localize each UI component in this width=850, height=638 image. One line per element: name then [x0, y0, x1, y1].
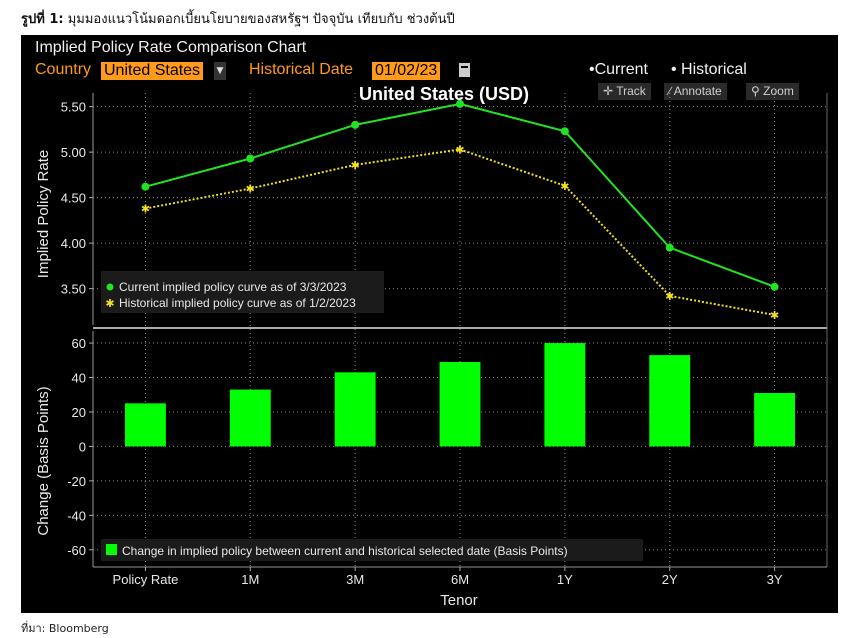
bottom-y-tick-label: -40 — [67, 508, 86, 523]
chevron-down-icon[interactable]: ▼ — [214, 62, 226, 80]
top-y-tick-label: 4.50 — [61, 191, 86, 206]
track-label: Track — [616, 84, 646, 98]
change-bar — [649, 355, 691, 447]
historical-date-input[interactable]: 01/02/23 — [372, 62, 441, 80]
legend-current-toggle[interactable]: •Current — [589, 61, 648, 79]
change-bar — [754, 393, 796, 447]
legend-bar-swatch — [106, 544, 117, 555]
chart-svg[interactable]: United States (USD) Implied Policy Rate … — [21, 35, 838, 613]
bottom-y-tick-label: 20 — [72, 405, 86, 420]
bottom-y-tick-label: 0 — [79, 439, 86, 454]
x-tick-label: 6M — [451, 572, 469, 587]
x-tick-label: 1Y — [557, 572, 573, 587]
current-point — [351, 120, 360, 129]
legend-current-series: Current implied policy curve as of 3/3/2… — [119, 280, 347, 294]
x-tick-label: 3Y — [767, 572, 783, 587]
change-bar — [544, 343, 586, 447]
x-tick-label: 2Y — [662, 572, 678, 587]
historical-point: ✱ — [665, 291, 674, 303]
bottom-y-tick-label: -60 — [67, 543, 86, 558]
bottom-legend-box — [101, 539, 643, 561]
annotate-button[interactable]: ∕ Annotate — [664, 83, 727, 100]
current-line — [145, 102, 775, 288]
legend-historical-series: Historical implied policy curve as of 1/… — [119, 296, 356, 310]
figure-caption: รูปที่ 1: มุมมองแนวโน้มดอกเบี้ยนโยบายของ… — [21, 8, 455, 29]
legend-historical-toggle[interactable]: • Historical — [671, 61, 747, 79]
change-bar — [334, 372, 376, 447]
current-point — [141, 182, 150, 191]
change-bar — [124, 403, 166, 447]
historical-point: ✱ — [351, 160, 360, 172]
panel-title: Implied Policy Rate Comparison Chart — [35, 39, 307, 56]
current-point — [560, 127, 569, 136]
historical-date-label: Historical Date — [249, 61, 354, 78]
x-tick-label: 1M — [241, 572, 259, 587]
current-point — [246, 154, 255, 163]
change-bar — [229, 389, 271, 447]
bottom-y-tick-label: 40 — [72, 371, 86, 386]
x-axis-label: Tenor — [440, 592, 478, 609]
country-select[interactable]: United States — [101, 62, 204, 80]
zoom-label: Zoom — [763, 84, 794, 98]
current-point — [456, 99, 464, 108]
historical-point: ✱ — [560, 181, 569, 193]
pencil-icon: ∕ — [669, 84, 672, 98]
country-label: Country — [35, 61, 92, 78]
top-y-axis-label: Implied Policy Rate — [35, 150, 52, 278]
crosshair-icon: ✛ — [603, 84, 614, 98]
caption-prefix: รูปที่ 1: — [21, 12, 64, 27]
zoom-button[interactable]: ⚲ Zoom — [746, 83, 799, 100]
legend-current-marker — [106, 283, 114, 291]
top-y-tick-label: 3.50 — [61, 282, 86, 297]
top-y-tick-label: 5.00 — [61, 145, 86, 160]
x-tick-label: Policy Rate — [113, 572, 179, 587]
bottom-y-axis-label: Change (Basis Points) — [35, 386, 52, 535]
historical-line — [145, 148, 775, 316]
current-point — [770, 282, 779, 291]
change-bar — [439, 362, 481, 447]
bottom-y-tick-label: 60 — [72, 336, 86, 351]
calendar-icon[interactable] — [459, 63, 470, 77]
source-note: ที่มา: Bloomberg — [21, 622, 109, 635]
historical-point: ✱ — [246, 184, 255, 196]
legend-historical-marker: ✱ — [105, 298, 114, 310]
track-button[interactable]: ✛ Track — [598, 83, 651, 100]
historical-point: ✱ — [770, 310, 779, 322]
annotate-label: Annotate — [673, 84, 722, 98]
bottom-y-tick-label: -20 — [67, 474, 86, 489]
top-y-tick-label: 5.50 — [61, 100, 86, 115]
top-chart-title: United States (USD) — [359, 84, 529, 104]
caption-text: มุมมองแนวโน้มดอกเบี้ยนโยบายของสหรัฐฯ ปัจ… — [67, 12, 455, 27]
x-tick-label: 3M — [346, 572, 364, 587]
top-legend-box — [101, 271, 384, 313]
legend-historical-label: • Historical — [671, 61, 747, 78]
legend-current-label: •Current — [589, 61, 648, 78]
top-y-tick-label: 4.00 — [61, 236, 86, 251]
chart-panel: Implied Policy Rate Comparison Chart Cou… — [21, 35, 838, 613]
magnifier-icon: ⚲ — [751, 84, 760, 98]
historical-point: ✱ — [141, 204, 150, 216]
legend-bar-series: Change in implied policy between current… — [122, 544, 568, 558]
historical-point: ✱ — [455, 144, 464, 156]
current-point — [665, 243, 674, 252]
